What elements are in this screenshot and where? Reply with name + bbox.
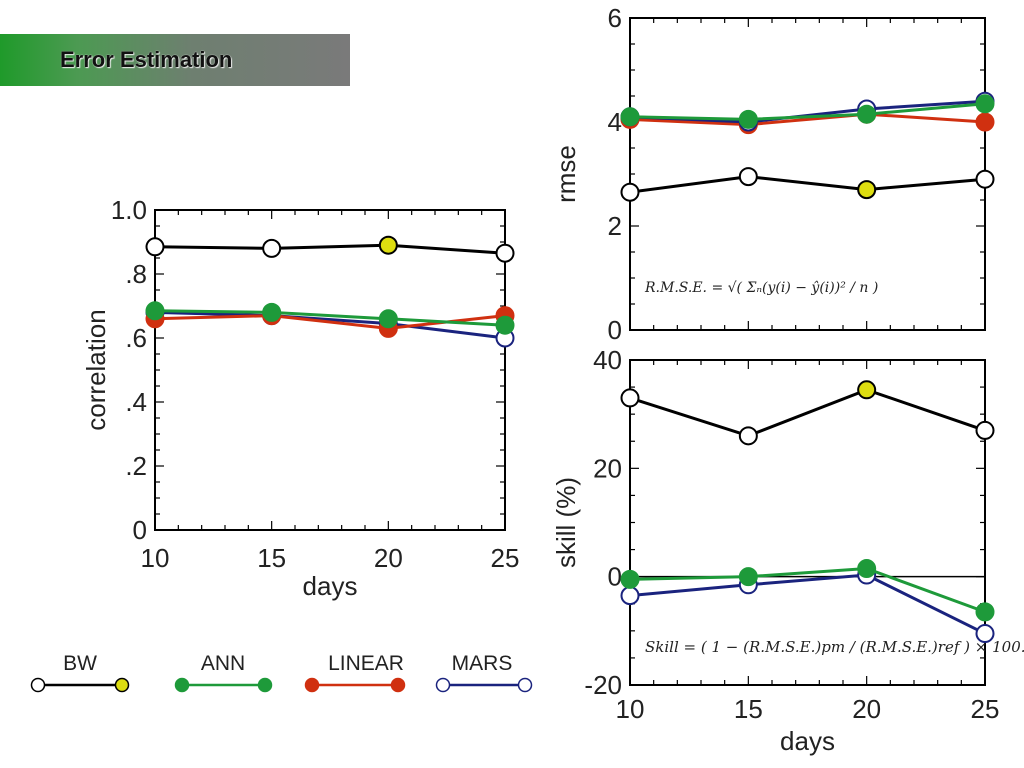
data-point-ann xyxy=(857,104,877,124)
legend: BW ANN LINEAR MARS xyxy=(30,652,533,693)
data-point-ann xyxy=(738,567,758,587)
legend-item-mars: MARS xyxy=(435,652,533,693)
x-tick-label: 25 xyxy=(971,694,1000,724)
series-line-bw xyxy=(629,388,986,438)
y-tick-label: 1.0 xyxy=(111,195,147,225)
data-point-bw xyxy=(620,388,640,408)
data-point-ann xyxy=(495,315,515,335)
x-axis-label: days xyxy=(780,726,835,756)
x-tick-label: 20 xyxy=(852,694,881,724)
x-tick-label: 15 xyxy=(257,543,286,573)
legend-marker xyxy=(174,677,190,693)
y-tick-label: .4 xyxy=(125,387,147,417)
y-tick-label: 4 xyxy=(608,107,622,137)
data-point-mars xyxy=(620,586,640,606)
data-point-mars xyxy=(975,624,995,644)
series-line-mars xyxy=(629,573,986,635)
y-axis-label: skill (%) xyxy=(551,477,581,568)
chart-panel-1: 0 .2 .4 .6 .8 1.0 10 15 20 25 days correlation xyxy=(81,195,519,601)
y-tick-label: .6 xyxy=(125,323,147,353)
data-point-bw xyxy=(262,238,282,258)
legend-item-bw: BW xyxy=(30,652,130,693)
legend-label: ANN xyxy=(201,652,245,675)
legend-label: LINEAR xyxy=(328,652,404,675)
series-ann xyxy=(145,301,515,335)
data-point-bw xyxy=(738,426,758,446)
data-point-bw xyxy=(857,180,877,200)
banner-title: Error Estimation xyxy=(60,47,233,72)
series-line-linear xyxy=(629,112,986,127)
data-point-ann xyxy=(145,301,165,321)
y-tick-label: 40 xyxy=(593,345,622,375)
y-tick-label: 20 xyxy=(593,453,622,483)
data-point-bw xyxy=(857,380,877,400)
data-point-ann xyxy=(975,94,995,114)
y-tick-label: -20 xyxy=(584,670,622,700)
series-line-bw xyxy=(629,175,986,194)
data-point-bw xyxy=(620,182,640,202)
series-line-ann xyxy=(629,567,986,614)
chart-panel-3: -20 0 20 40 10 15 20 25 days skill (%) Skill = ( 1… xyxy=(551,345,1024,756)
legend-label: MARS xyxy=(452,652,513,675)
x-tick-label: 15 xyxy=(734,694,763,724)
data-point-linear xyxy=(975,112,995,132)
series-line-mars xyxy=(154,310,506,340)
data-point-ann xyxy=(975,602,995,622)
y-tick-label: 2 xyxy=(608,211,622,241)
y-tick-label: 0 xyxy=(133,515,147,545)
series-mars xyxy=(620,91,995,132)
series-line-ann xyxy=(154,309,506,327)
y-tick-label: .2 xyxy=(125,451,147,481)
y-axis-label: rmse xyxy=(551,145,581,203)
series-line-bw xyxy=(154,243,506,255)
data-point-ann xyxy=(620,569,640,589)
x-tick-label: 10 xyxy=(616,694,645,724)
legend-marker xyxy=(304,677,320,693)
title-banner: Error Estimation xyxy=(0,34,350,86)
chart-panel-2: 0 2 4 6 rmse R.M.S.E. = √( Σₙ(y(i) − ŷ(i))² /… xyxy=(551,3,995,345)
data-point-bw xyxy=(975,420,995,440)
legend-marker xyxy=(435,677,451,693)
x-tick-label: 10 xyxy=(141,543,170,573)
series-bw xyxy=(145,235,515,263)
legend-marker xyxy=(30,677,46,693)
data-point-ann xyxy=(378,309,398,329)
data-point-bw xyxy=(145,237,165,257)
series-bw xyxy=(620,380,995,446)
y-tick-label: 0 xyxy=(608,315,622,345)
x-tick-label: 20 xyxy=(374,543,403,573)
data-point-ann xyxy=(620,107,640,127)
series-bw xyxy=(620,167,995,202)
x-tick-label: 25 xyxy=(491,543,520,573)
legend-marker xyxy=(517,677,533,693)
data-point-bw xyxy=(378,235,398,255)
data-point-ann xyxy=(738,109,758,129)
legend-marker xyxy=(257,677,273,693)
y-tick-label: 6 xyxy=(608,3,622,33)
data-point-ann xyxy=(857,559,877,579)
plot-frame xyxy=(154,209,506,531)
series-ann xyxy=(620,559,995,622)
plot-frame xyxy=(629,359,986,686)
series-ann xyxy=(620,94,995,129)
formula-annotation: R.M.S.E. = √( Σₙ(y(i) − ŷ(i))² / n ) xyxy=(644,279,878,296)
data-point-bw xyxy=(975,169,995,189)
legend-item-linear: LINEAR xyxy=(304,652,406,693)
y-tick-label: .8 xyxy=(125,259,147,289)
data-point-ann xyxy=(262,302,282,322)
legend-marker xyxy=(390,677,406,693)
series-line-ann xyxy=(629,102,986,121)
y-tick-label: 0 xyxy=(608,562,622,592)
data-point-bw xyxy=(738,167,758,187)
data-point-bw xyxy=(495,243,515,263)
legend-item-ann: ANN xyxy=(174,652,273,693)
legend-marker xyxy=(114,677,130,693)
x-axis-label: days xyxy=(303,571,358,601)
legend-label: BW xyxy=(63,652,97,675)
y-axis-label: correlation xyxy=(81,309,111,430)
formula-annotation: Skill = ( 1 − (R.M.S.E.)pm / (R.M.S.E.)r… xyxy=(645,638,1024,656)
